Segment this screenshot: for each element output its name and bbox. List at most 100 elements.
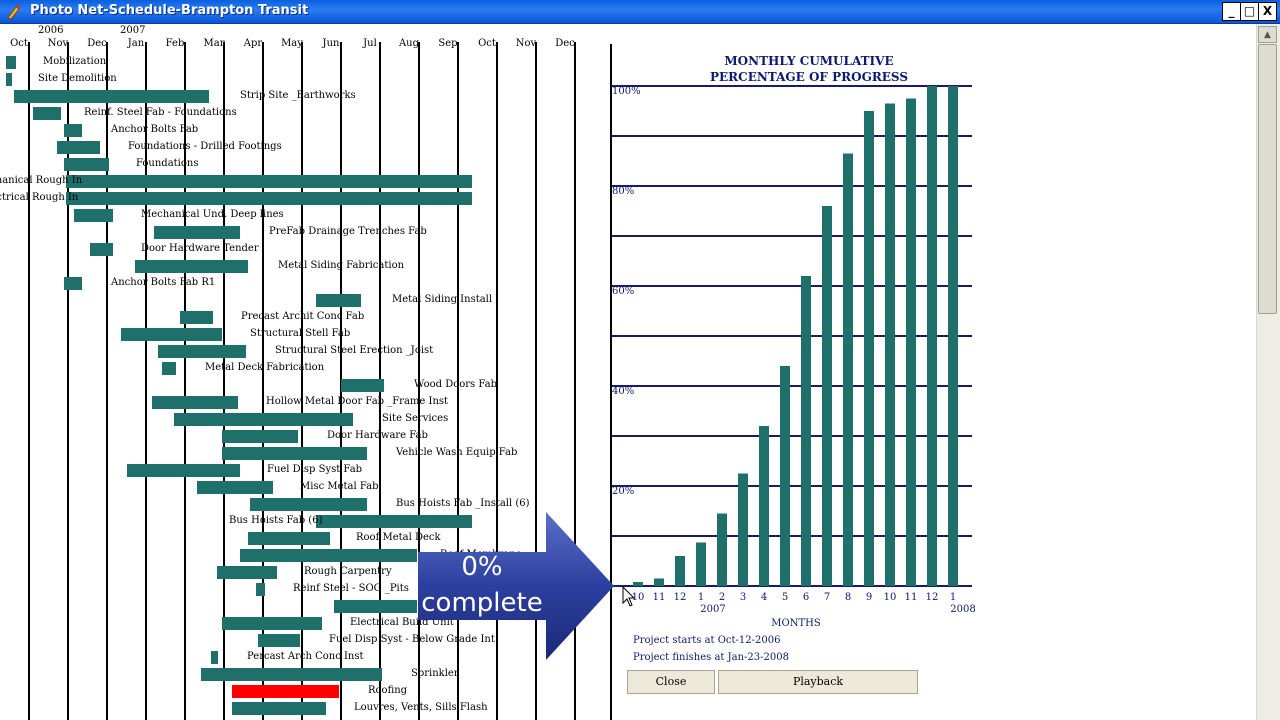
close-window-button[interactable]: X (1258, 2, 1277, 21)
task-bar[interactable] (152, 396, 238, 409)
month-label: Dec (555, 38, 575, 49)
chart-x-tick-label: 8 (845, 592, 851, 603)
month-gridline (574, 42, 576, 720)
chart-bar (843, 153, 853, 586)
task-label: Metal Siding Install (392, 294, 493, 305)
playback-button[interactable]: Playback (718, 670, 918, 694)
chart-x-tick-label: 12 (674, 592, 687, 603)
app-icon (7, 5, 21, 20)
month-label: Oct (10, 38, 28, 49)
month-label: Dec (87, 38, 107, 49)
task-bar[interactable] (222, 430, 299, 443)
task-label: Metal Deck Fabrication (205, 362, 325, 373)
task-bar[interactable] (66, 175, 472, 188)
task-bar[interactable] (316, 515, 472, 528)
month-label: Nov (47, 38, 69, 49)
title-bar[interactable]: Photo Net-Schedule-Brampton Transit _ □ … (0, 0, 1280, 24)
task-label: Vehicle Wash Equip Fab (396, 447, 518, 458)
task-bar[interactable] (222, 617, 322, 630)
task-bar[interactable] (126, 464, 240, 477)
task-bar[interactable] (64, 124, 82, 137)
close-button[interactable]: Close (627, 670, 715, 694)
task-bar[interactable] (13, 90, 209, 103)
task-label: Anchor Bolts Fab (111, 124, 199, 135)
task-label: Roofing (368, 685, 408, 696)
task-bar[interactable] (200, 668, 383, 681)
task-label: Reinf Steel - SOG _Pits (293, 583, 409, 594)
month-gridline (184, 42, 186, 720)
chart-title-line1: MONTHLY CUMULATIVE (724, 54, 893, 68)
month-gridline (418, 42, 420, 720)
chart-x-tick-label: 9 (866, 592, 872, 603)
task-label: Precast Archit Conc Fab (241, 311, 365, 322)
task-label: Roof Metal Deck (356, 532, 441, 543)
task-bar[interactable] (255, 583, 266, 596)
chart-y-tick-label: 100% (612, 86, 641, 97)
chart-x-tick-label: 6 (803, 592, 809, 603)
task-bar[interactable] (232, 702, 326, 715)
chart-bar (654, 578, 664, 586)
task-bar[interactable] (161, 362, 176, 375)
task-label: Electrical Build Unit (350, 617, 454, 628)
chart-x-axis-label: MONTHS (771, 618, 821, 629)
task-bar[interactable] (247, 532, 330, 545)
task-label: Fuel Disp Syst - Below Grade Int (329, 634, 495, 645)
task-bar[interactable] (89, 243, 114, 256)
task-bar[interactable] (64, 277, 82, 290)
chart-bar (927, 86, 937, 586)
month-gridline (535, 42, 537, 720)
task-bar[interactable] (222, 447, 367, 460)
task-bar[interactable] (249, 498, 367, 511)
task-bar[interactable] (173, 413, 354, 426)
chart-x-tick-label: 3 (740, 592, 746, 603)
scroll-up-arrow-icon[interactable]: ▲ (1258, 26, 1277, 43)
task-bar[interactable] (5, 56, 16, 69)
maximize-button[interactable]: □ (1240, 2, 1259, 21)
task-bar[interactable] (5, 73, 12, 86)
task-bar[interactable] (56, 141, 100, 154)
task-label: Structural Steel Erection _Joist (275, 345, 434, 356)
scroll-thumb[interactable] (1258, 44, 1277, 314)
task-bar[interactable] (197, 481, 274, 494)
task-bar[interactable] (333, 600, 418, 613)
chart-bar (675, 556, 685, 586)
chart-title-line2: PERCENTAGE OF PROGRESS (710, 70, 908, 84)
task-bar[interactable] (33, 107, 61, 120)
chart-y-tick-label: 40% (612, 386, 634, 397)
year-label: 2007 (120, 25, 146, 36)
task-label: PreFab Drainage Trenches Fab (269, 226, 427, 237)
month-gridline (67, 42, 69, 720)
month-label: Feb (165, 38, 185, 49)
task-bar[interactable] (158, 345, 246, 358)
task-bar[interactable] (316, 294, 361, 307)
chart-bar (633, 582, 643, 586)
task-bar[interactable] (74, 209, 114, 222)
overlay-complete-label: complete (421, 588, 543, 618)
month-label: May (281, 38, 303, 49)
progress-chart-panel: MONTHLY CUMULATIVE PERCENTAGE OF PROGRESS… (612, 24, 1252, 720)
task-bar-critical[interactable] (232, 685, 340, 698)
task-bar[interactable] (257, 634, 301, 647)
chart-x-tick-label: 5 (782, 592, 788, 603)
task-bar[interactable] (64, 158, 110, 171)
task-bar[interactable] (239, 549, 418, 562)
task-bar[interactable] (66, 192, 472, 205)
task-bar[interactable] (121, 328, 223, 341)
progress-chart: MONTHLY CUMULATIVE PERCENTAGE OF PROGRESS… (612, 54, 976, 629)
chart-x-tick-label: 1 (698, 592, 704, 603)
gantt-chart: 2006 2007 Oct Nov Dec Jan Feb Mar Apr May Jun Jul… (0, 24, 610, 720)
task-bar[interactable] (216, 566, 277, 579)
task-bar[interactable] (210, 651, 219, 664)
task-bar[interactable] (154, 226, 240, 239)
month-gridline (28, 42, 30, 720)
task-bar[interactable] (341, 379, 385, 392)
task-bar[interactable] (179, 311, 213, 324)
minimize-button[interactable]: _ (1222, 2, 1241, 21)
task-label: Rough Carpentry (304, 566, 392, 577)
task-label: Strip Site _Earthworks (240, 90, 356, 101)
chart-x-tick-label: 7 (824, 592, 830, 603)
chart-year-label: 2007 (700, 604, 725, 615)
chart-bar (864, 111, 874, 586)
task-bar[interactable] (134, 260, 248, 273)
chart-bar (885, 103, 895, 586)
